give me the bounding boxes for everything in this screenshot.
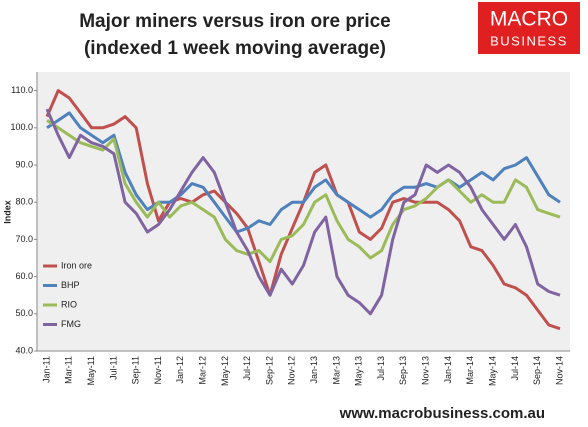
series-line bbox=[46, 119, 561, 264]
x-tick-label: Mar-14 bbox=[465, 356, 475, 385]
y-tick-label: 100.0 bbox=[10, 122, 33, 132]
x-tick-label: Jul-12 bbox=[242, 356, 252, 381]
x-tick-label: May-14 bbox=[487, 356, 497, 386]
y-tick-label: 110.0 bbox=[11, 85, 33, 95]
chart-title: Major miners versus iron ore price bbox=[79, 11, 391, 32]
x-tick-label: Nov-12 bbox=[287, 356, 297, 385]
logo-box bbox=[478, 2, 580, 54]
y-tick-label: 90.0 bbox=[15, 159, 33, 169]
x-tick-label: Jul-13 bbox=[376, 356, 386, 381]
x-tick-label: Jan-11 bbox=[41, 356, 51, 383]
x-tick-label: Jan-13 bbox=[309, 356, 319, 384]
x-tick-label: Nov-11 bbox=[153, 356, 163, 384]
series-line bbox=[45, 108, 561, 316]
x-tick-label: Nov-14 bbox=[554, 356, 564, 385]
x-tick-label: Mar-11 bbox=[64, 356, 74, 384]
x-tick-label: Sep-12 bbox=[264, 356, 274, 385]
y-tick-label: 40.0 bbox=[15, 345, 33, 355]
y-tick-label: 60.0 bbox=[15, 271, 33, 281]
x-tick-label: Sep-14 bbox=[532, 356, 542, 385]
y-axis-label: Index bbox=[2, 200, 12, 224]
x-tick-label: Nov-13 bbox=[421, 356, 431, 385]
x-tick-label: May-13 bbox=[354, 356, 364, 386]
footer: www.macrobusiness.com.au bbox=[339, 405, 545, 422]
x-tick-label: Sep-13 bbox=[398, 356, 408, 385]
chart-subtitle: (indexed 1 week moving average) bbox=[84, 38, 386, 59]
x-tick-label: Jan-12 bbox=[175, 356, 185, 384]
x-tick-label: Mar-12 bbox=[198, 356, 208, 385]
y-tick-label: 70.0 bbox=[15, 234, 33, 244]
logo-text: MACRO bbox=[490, 8, 568, 31]
x-tick-label: Jan-14 bbox=[443, 356, 453, 384]
logo-text: BUSINESS bbox=[490, 33, 568, 48]
x-tick-label: Jul-14 bbox=[510, 356, 520, 381]
legend-label: RIO bbox=[61, 299, 77, 309]
y-tick-label: 50.0 bbox=[15, 308, 33, 318]
legend-label: FMG bbox=[61, 319, 81, 329]
x-tick-label: Mar-13 bbox=[331, 356, 341, 385]
x-tick-label: May-12 bbox=[220, 356, 230, 386]
x-tick-label: Jul-11 bbox=[108, 356, 118, 380]
series-line bbox=[46, 111, 561, 234]
x-tick-label: May-11 bbox=[86, 356, 96, 385]
x-tick-label: Sep-11 bbox=[131, 356, 141, 384]
legend-label: Iron ore bbox=[61, 260, 92, 270]
y-tick-label: 80.0 bbox=[15, 197, 33, 207]
legend-label: BHP bbox=[61, 280, 80, 290]
plot-area bbox=[37, 72, 570, 351]
